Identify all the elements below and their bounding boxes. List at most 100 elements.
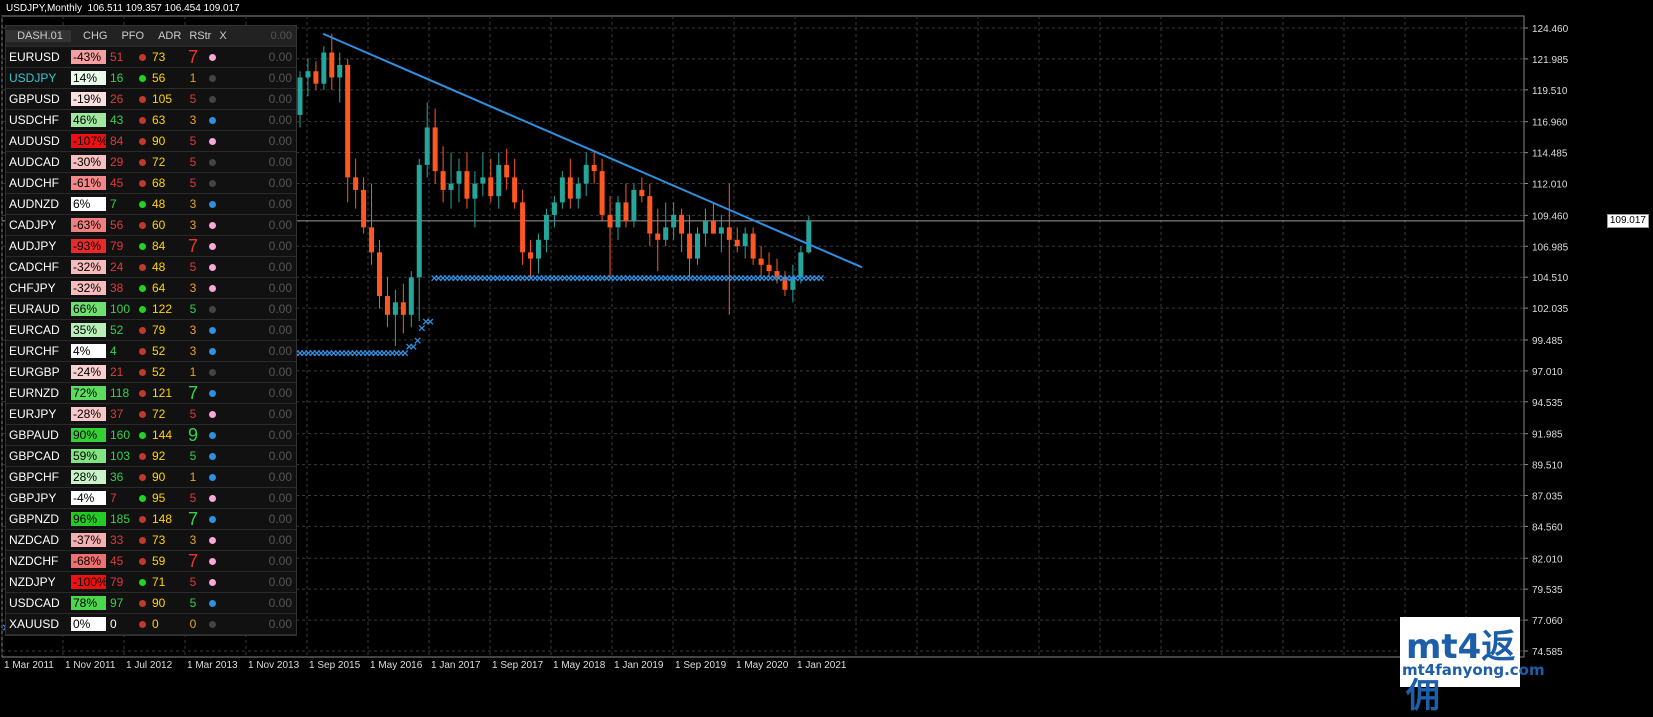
row-value: 0.00	[268, 575, 292, 589]
dashboard-row[interactable]: AUDCHF -61% 45 68 5 0.00	[6, 173, 296, 194]
row-symbol[interactable]: EURCAD	[9, 323, 60, 337]
trend-line[interactable]	[322, 32, 863, 269]
dashboard-row[interactable]: AUDJPY -93% 79 84 7 0.00	[6, 236, 296, 257]
row-symbol[interactable]: GBPJPY	[9, 491, 57, 505]
col-rstr[interactable]: RStr	[189, 30, 212, 42]
dashboard-row[interactable]: EURGBP -24% 21 52 1 0.00	[6, 362, 296, 383]
trail-marker: ×	[770, 271, 779, 284]
dashboard-row[interactable]: EURCAD 35% 52 79 3 0.00	[6, 320, 296, 341]
dashboard-row[interactable]: AUDNZD 6% 7 48 3 0.00	[6, 194, 296, 215]
dashboard-row[interactable]: NZDCAD -37% 33 73 3 0.00	[6, 530, 296, 551]
row-symbol[interactable]: GBPNZD	[9, 512, 60, 526]
close-icon[interactable]: X	[219, 30, 227, 42]
y-tick-label: 89.510	[1532, 461, 1563, 472]
candle-body	[512, 177, 518, 203]
row-symbol[interactable]: AUDUSD	[9, 134, 60, 148]
col-adr[interactable]: ADR	[158, 30, 182, 42]
row-change: -4%	[71, 491, 106, 505]
row-symbol[interactable]: AUDNZD	[9, 197, 59, 211]
dashboard-row[interactable]: GBPCAD 59% 103 92 5 0.00	[6, 446, 296, 467]
dashboard-row[interactable]: EURCHF 4% 4 52 3 0.00	[6, 341, 296, 362]
row-symbol[interactable]: GBPCAD	[9, 449, 60, 463]
dashboard-row[interactable]: EURNZD 72% 118 121 7 0.00	[6, 383, 296, 404]
row-adr: 52	[152, 365, 166, 379]
candle-body	[520, 202, 526, 253]
row-adr: 73	[152, 533, 166, 547]
row-symbol[interactable]: NZDCAD	[9, 533, 59, 547]
row-symbol[interactable]: USDCHF	[9, 113, 59, 127]
dashboard-row[interactable]: CADJPY -63% 56 60 3 0.00	[6, 215, 296, 236]
dashboard-row[interactable]: GBPCHF 28% 36 90 1 0.00	[6, 467, 296, 488]
dashboard-row[interactable]: GBPNZD 96% 185 148 7 0.00	[6, 509, 296, 530]
trail-marker: ×	[505, 271, 514, 284]
trail-marker: ×	[346, 346, 355, 359]
trail-marker: ×	[468, 271, 477, 284]
dashboard-row[interactable]: EURUSD -43% 51 73 7 0.00	[6, 47, 296, 68]
row-symbol[interactable]: AUDCHF	[9, 176, 59, 190]
row-rstr: 5	[189, 260, 197, 274]
row-symbol[interactable]: AUDJPY	[9, 239, 57, 253]
trail-marker: ×	[342, 346, 351, 359]
dashboard-title[interactable]: DASH.01	[6, 30, 71, 42]
row-change: -24%	[71, 365, 106, 379]
col-chg[interactable]: CHG	[83, 30, 108, 42]
candle-body	[377, 252, 382, 297]
dashboard-row[interactable]: EURAUD 66% 100 122 5 0.00	[6, 299, 296, 320]
row-change: 14%	[71, 71, 106, 85]
candle-body	[536, 239, 541, 259]
row-symbol[interactable]: AUDCAD	[9, 155, 60, 169]
dashboard-row[interactable]: XAUUSD 0% 0 0 0 0.00	[6, 614, 296, 635]
row-symbol[interactable]: GBPAUD	[9, 428, 59, 442]
dashboard-row[interactable]: USDCAD 78% 97 90 5 0.00	[6, 593, 296, 614]
row-symbol[interactable]: NZDJPY	[9, 575, 56, 589]
dashboard-row[interactable]: CADCHF -32% 24 48 5 0.00	[6, 257, 296, 278]
row-symbol[interactable]: EURGBP	[9, 365, 60, 379]
trail-marker: ×	[682, 271, 691, 284]
row-rstr: 1	[189, 71, 197, 85]
dashboard-row[interactable]: GBPJPY -4% 7 95 5 0.00	[6, 488, 296, 509]
trail-marker: ×	[606, 271, 615, 284]
row-symbol[interactable]: XAUUSD	[9, 617, 60, 631]
row-symbol[interactable]: GBPUSD	[9, 92, 60, 106]
dashboard-row[interactable]: USDJPY 14% 16 56 1 0.00	[6, 68, 296, 89]
row-status-dot	[136, 134, 148, 148]
candle-body	[599, 171, 605, 215]
dashboard-row[interactable]: NZDCHF -68% 45 59 7 0.00	[6, 551, 296, 572]
dashboard-row[interactable]: NZDJPY -100% 79 71 5 0.00	[6, 572, 296, 593]
row-symbol[interactable]: EURJPY	[9, 407, 57, 421]
row-status-dot	[136, 323, 148, 337]
dashboard-row[interactable]: AUDUSD -107% 84 90 5 0.00	[6, 131, 296, 152]
row-symbol[interactable]: EURAUD	[9, 302, 60, 316]
trail-marker: ×	[421, 315, 430, 328]
row-adr: 90	[152, 596, 166, 610]
row-symbol[interactable]: CADCHF	[9, 260, 59, 274]
trail-marker: ×	[615, 271, 624, 284]
row-trend-dot	[204, 176, 220, 190]
dashboard-row[interactable]: EURJPY -28% 37 72 5 0.00	[6, 404, 296, 425]
candle-body	[631, 189, 637, 222]
trail-marker: ×	[774, 271, 783, 284]
row-symbol[interactable]: EURNZD	[9, 386, 59, 400]
row-trend-dot	[204, 155, 220, 169]
trail-marker: ×	[510, 271, 519, 284]
dashboard-row[interactable]: USDCHF 46% 43 63 3 0.00	[6, 110, 296, 131]
row-value: 0.00	[268, 71, 292, 85]
row-symbol[interactable]: CHFJPY	[9, 281, 56, 295]
row-symbol[interactable]: USDJPY	[9, 71, 57, 85]
dashboard-row[interactable]: GBPUSD -19% 26 105 5 0.00	[6, 89, 296, 110]
row-pfo: 79	[110, 239, 124, 253]
row-symbol[interactable]: CADJPY	[9, 218, 57, 232]
dashboard-row[interactable]: AUDCAD -30% 29 72 5 0.00	[6, 152, 296, 173]
dashboard-row[interactable]: GBPAUD 90% 160 144 9 0.00	[6, 425, 296, 446]
row-change: -43%	[71, 50, 106, 64]
row-symbol[interactable]: USDCAD	[9, 596, 60, 610]
dashboard-row[interactable]: CHFJPY -32% 38 64 3 0.00	[6, 278, 296, 299]
row-value: 0.00	[268, 323, 292, 337]
row-symbol[interactable]: EURCHF	[9, 344, 59, 358]
row-value: 0.00	[268, 512, 292, 526]
row-symbol[interactable]: EURUSD	[9, 50, 60, 64]
row-symbol[interactable]: NZDCHF	[9, 554, 59, 568]
row-symbol[interactable]: GBPCHF	[9, 470, 60, 484]
trail-marker: ×	[329, 346, 338, 359]
col-pfo[interactable]: PFO	[121, 30, 145, 42]
